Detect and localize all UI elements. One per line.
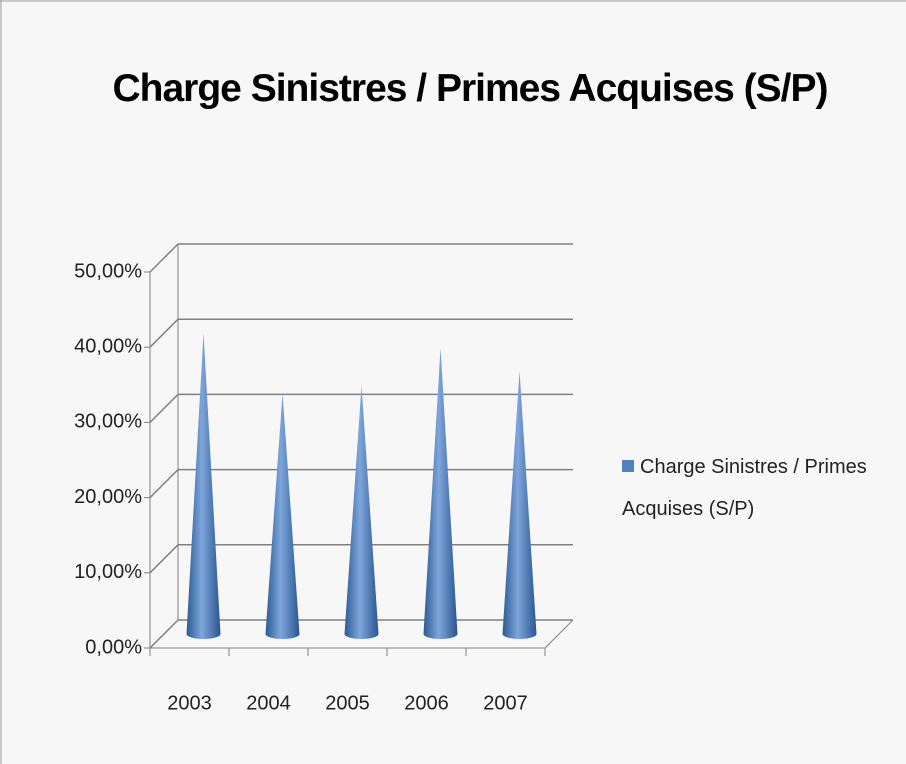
grid-line (149, 393, 179, 423)
y-tick-label: 0,00% (85, 636, 142, 658)
y-tick-label: 10,00% (74, 561, 142, 583)
grid-line (149, 619, 179, 649)
x-tick-label: 2005 (325, 692, 370, 714)
chart-title: Charge Sinistres / Primes Acquises (S/P) (112, 67, 829, 110)
x-tick-label: 2003 (167, 692, 212, 714)
legend-swatch (622, 460, 634, 472)
cone (186, 333, 221, 639)
grid-line (149, 544, 179, 574)
grid-line (149, 318, 179, 348)
legend-label: Charge Sinistres / Primes Acquises (S/P) (622, 456, 867, 520)
x-tick-label: 2006 (404, 692, 449, 714)
y-tick-label: 20,00% (74, 486, 142, 508)
x-tick-label: 2004 (246, 692, 291, 714)
legend: Charge Sinistres / Primes Acquises (S/P) (622, 446, 892, 530)
y-tick-label: 50,00% (74, 260, 142, 282)
y-tick-label: 30,00% (74, 411, 142, 433)
cone (502, 370, 537, 639)
cone (344, 385, 379, 639)
cone (265, 393, 300, 639)
cone (423, 348, 458, 639)
grid-line (149, 469, 179, 499)
floor-edge (544, 619, 574, 649)
grid-line (149, 243, 179, 273)
y-tick-label: 40,00% (74, 335, 142, 357)
x-tick-label: 2007 (483, 692, 528, 714)
